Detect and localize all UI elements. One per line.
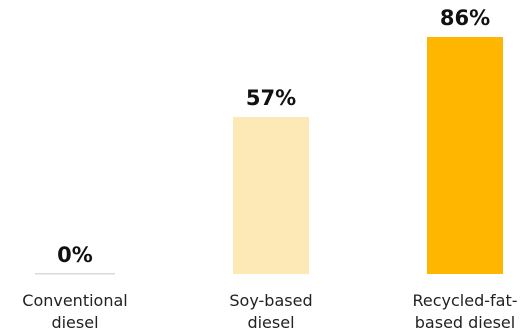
bar-conventional-diesel — [35, 273, 115, 275]
bar-soy-based-diesel — [233, 116, 309, 274]
category-label-line: diesel — [51, 313, 98, 332]
category-labels-layer: Conventional diesel Soy-based diesel Recycle… — [22, 291, 517, 332]
category-label-line: Conventional — [22, 291, 127, 310]
category-label-line: Recycled-fat- — [412, 291, 517, 310]
category-label-line: diesel — [247, 313, 294, 332]
category-label-line: based diesel — [415, 313, 515, 332]
value-label-recycled-fat-based-diesel: 86% — [440, 6, 490, 30]
category-label-recycled-fat-based-diesel: Recycled-fat-based diesel — [412, 291, 517, 332]
category-label-soy-based-diesel: Soy-based diesel — [229, 291, 312, 332]
value-labels-layer: 0% 57% 86% — [57, 6, 490, 267]
value-label-conventional-diesel: 0% — [57, 243, 93, 267]
bar-recycled-fat-based-diesel — [427, 37, 503, 274]
value-label-soy-based-diesel: 57% — [246, 86, 296, 110]
category-label-conventional-diesel: Conventional diesel — [22, 291, 127, 332]
category-label-line: Soy-based — [229, 291, 312, 310]
bars-layer — [35, 37, 503, 275]
